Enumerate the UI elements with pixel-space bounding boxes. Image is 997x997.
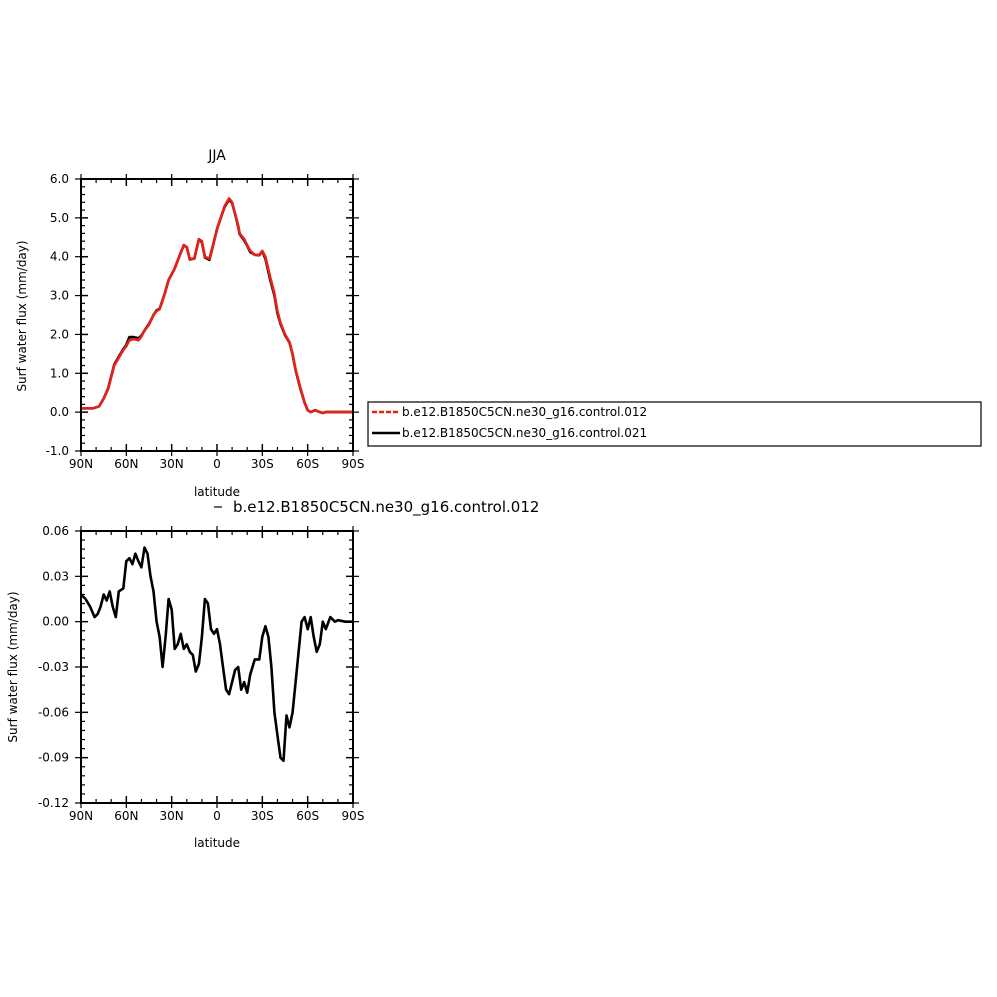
top-panel-xtick-label: 0 [213,457,221,471]
top-panel-xtick-label: 90N [69,457,93,471]
bottom-panel-xtick-label: 30S [251,809,274,823]
bottom-panel-xtick-label: 0 [213,809,221,823]
top-panel-ytick-label: 3.0 [50,289,69,303]
bottom-panel-ytick-label: -0.06 [38,705,69,719]
bottom-panel-ytick-label: 0.06 [42,524,69,538]
bottom-panel-ytick-label: -0.12 [38,796,69,810]
bottom-panel-ytick-label: -0.09 [38,751,69,765]
bottom-panel-frame [80,530,354,804]
bottom-panel-title: b.e12.B1850C5CN.ne30_g16.control.012 [233,498,539,517]
top-panel-xtick-label: 90S [342,457,365,471]
top-panel-xtick-label: 60N [114,457,138,471]
top-panel-ytick-label: -1.0 [46,444,69,458]
legend-entry-series-1: b.e12.B1850C5CN.ne30_g16.control.021 [402,426,647,440]
bottom-panel-ticks: 90N 60N 30N 0 30S 60S 90S -0.12 -0.09 -0.06 -0.03 0… [38,524,365,823]
bottom-panel-series-0-line [80,546,353,763]
top-panel-xlabel: latitude [194,485,240,499]
bottom-panel-xtick-label: 90N [69,809,93,823]
bottom-panel-lines [80,546,353,763]
top-panel-frame [80,178,354,452]
top-panel: JJA latitude Surf water flux (mm/day) 90… [15,148,364,499]
bottom-panel-ytick-label: 0.03 [42,569,69,583]
top-panel-ylabel: Surf water flux (mm/day) [15,240,29,391]
bottom-panel-ytick-label: -0.03 [38,660,69,674]
legend-entry-series-0: b.e12.B1850C5CN.ne30_g16.control.012 [402,405,647,419]
legend: b.e12.B1850C5CN.ne30_g16.control.012 b.e… [367,401,982,447]
legend-box [367,401,982,447]
bottom-panel-ytick-label: 0.00 [42,615,69,629]
bottom-panel-ylabel: Surf water flux (mm/day) [6,591,20,742]
top-panel-lines [81,197,353,415]
top-panel-xtick-label: 60S [296,457,319,471]
bottom-panel-xtick-label: 30N [160,809,184,823]
bottom-panel: b.e12.B1850C5CN.ne30_g16.control.012 lat… [6,498,539,850]
top-panel-title: JJA [207,148,226,164]
bottom-panel-xtick-label: 60S [296,809,319,823]
top-panel-xtick-label: 30N [160,457,184,471]
top-panel-ytick-label: 5.0 [50,211,69,225]
top-panel-ytick-label: 4.0 [50,250,69,264]
top-panel-ytick-label: 6.0 [50,172,69,186]
top-panel-ticks: 90N 60N 30N 0 30S 60S 90S -1.0 0.0 1.0 2.0 3.0 4.0 5.… [46,172,365,471]
bottom-panel-xlabel: latitude [194,836,240,850]
top-panel-ytick-label: 0.0 [50,405,69,419]
bottom-panel-xtick-label: 90S [342,809,365,823]
top-panel-xtick-label: 30S [251,457,274,471]
top-panel-series-0-line [81,197,353,415]
bottom-panel-xtick-label: 60N [114,809,138,823]
top-panel-ytick-label: 1.0 [50,366,69,380]
top-panel-ytick-label: 2.0 [50,327,69,341]
